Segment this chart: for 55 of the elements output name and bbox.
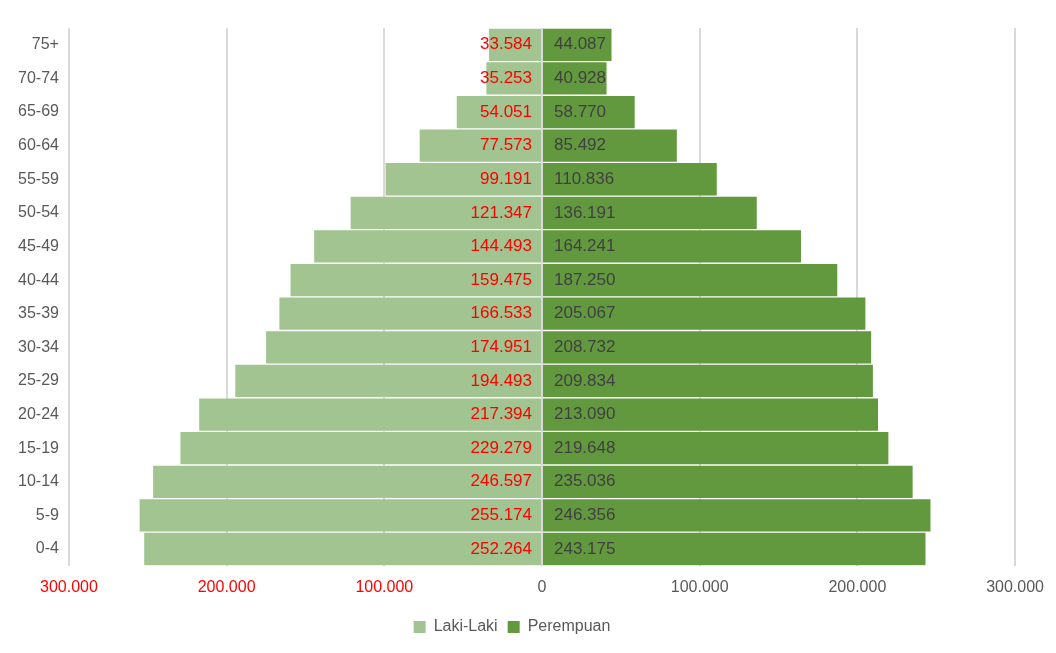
data-label: 85.492 bbox=[554, 135, 606, 155]
x-tick-label: 200.000 bbox=[828, 577, 887, 595]
data-label: 121.347 bbox=[470, 202, 532, 222]
data-label: 252.264 bbox=[470, 538, 532, 558]
data-label: 235.036 bbox=[554, 471, 616, 491]
data-label: 144.493 bbox=[470, 236, 532, 256]
data-label: 77.573 bbox=[480, 135, 532, 155]
data-label: 40.928 bbox=[554, 68, 606, 88]
x-tick-label: 300.000 bbox=[986, 577, 1045, 595]
legend-label: Laki-Laki bbox=[433, 617, 498, 635]
data-label: 205.067 bbox=[554, 303, 616, 323]
data-label: 110.836 bbox=[554, 168, 615, 188]
data-label: 246.597 bbox=[470, 471, 532, 491]
data-label: 54.051 bbox=[480, 101, 532, 121]
data-label: 219.648 bbox=[554, 437, 616, 457]
y-tick-label: 25-29 bbox=[18, 371, 60, 389]
y-tick-label: 5-9 bbox=[35, 505, 60, 523]
data-label: 159.475 bbox=[470, 269, 532, 289]
x-tick-label: 0 bbox=[537, 577, 547, 595]
y-tick-label: 75+ bbox=[31, 35, 59, 53]
data-label: 229.279 bbox=[470, 437, 532, 457]
y-tick-label: 60-64 bbox=[18, 136, 60, 154]
data-label: 255.174 bbox=[470, 505, 532, 525]
x-tick-label: 300.000 bbox=[40, 577, 98, 595]
data-label: 243.175 bbox=[554, 538, 616, 558]
data-label: 164.241 bbox=[554, 236, 616, 256]
data-label: 209.834 bbox=[554, 370, 616, 390]
data-label: 187.250 bbox=[554, 269, 616, 289]
y-tick-label: 55-59 bbox=[18, 169, 60, 187]
data-label: 136.191 bbox=[554, 202, 616, 222]
y-tick-label: 65-69 bbox=[18, 102, 60, 120]
y-tick-label: 50-54 bbox=[18, 203, 60, 221]
data-label: 58.770 bbox=[554, 101, 606, 121]
x-tick-label: 100.000 bbox=[670, 577, 729, 595]
data-label: 99.191 bbox=[480, 168, 532, 188]
y-tick-label: 35-39 bbox=[18, 304, 60, 322]
y-tick-label: 20-24 bbox=[18, 404, 60, 422]
data-label: 217.394 bbox=[470, 404, 532, 424]
legend-label: Perempuan bbox=[527, 617, 611, 635]
y-tick-label: 15-19 bbox=[18, 438, 60, 456]
y-tick-label: 40-44 bbox=[18, 270, 60, 288]
y-tick-label: 30-34 bbox=[18, 337, 60, 355]
data-label: 174.951 bbox=[470, 337, 532, 357]
x-tick-label: 100.000 bbox=[355, 577, 414, 595]
y-tick-label: 0-4 bbox=[35, 539, 60, 557]
data-label: 246.356 bbox=[554, 505, 616, 525]
data-label: 44.087 bbox=[554, 34, 606, 54]
data-label: 166.533 bbox=[470, 303, 532, 323]
data-label: 208.732 bbox=[554, 337, 616, 357]
x-tick-label: 200.000 bbox=[197, 577, 256, 595]
y-tick-label: 10-14 bbox=[18, 472, 60, 490]
data-label: 213.090 bbox=[554, 404, 616, 424]
y-tick-label: 70-74 bbox=[18, 68, 60, 86]
data-label: 194.493 bbox=[470, 370, 532, 390]
y-tick-label: 45-49 bbox=[18, 236, 60, 254]
